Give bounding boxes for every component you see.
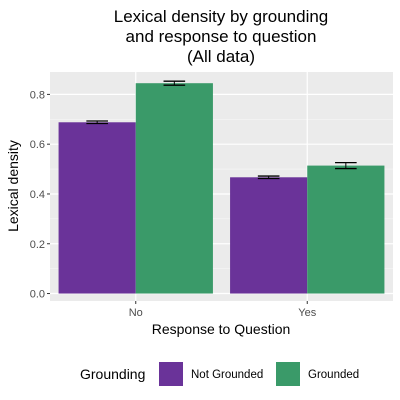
bar-grounded-no [135,83,213,294]
x-axis: No Yes [129,301,317,319]
chart-title-line-2: and response to question [126,27,317,46]
legend-label-grounded: Grounded [308,369,359,381]
legend: Grounding Not Grounded Grounded [80,362,359,386]
x-axis-title: Response to Question [152,321,291,337]
error-bar-not-grounded-no [86,120,108,125]
y-tick-label: 0.2 [30,239,45,251]
y-tick-label: 0.4 [30,189,45,201]
error-bar-not-grounded-yes [257,175,280,180]
chart-title-line-3: (All data) [187,47,255,66]
bar-grounded-yes [307,165,385,294]
x-tick-label: No [129,307,143,319]
legend-title: Grounding [80,366,145,382]
error-bar-grounded-yes [335,161,357,170]
bars-group [58,83,385,294]
legend-label-not-grounded: Not Grounded [191,369,263,381]
error-bar-grounded-no [163,80,186,86]
legend-key-not-grounded [159,362,183,386]
x-tick-label: Yes [298,307,316,319]
bar-not-grounded-no [58,122,136,294]
bar-not-grounded-yes [230,177,308,294]
legend-key-grounded [276,362,300,386]
y-axis-title: Lexical density [5,140,21,232]
y-axis: 0.0 0.2 0.4 0.6 0.8 [30,89,50,301]
y-tick-label: 0.8 [30,89,45,101]
error-bars-group [86,80,357,180]
y-tick-label: 0.6 [30,139,45,151]
chart-title-line-1: Lexical density by grounding [114,7,329,26]
y-tick-label: 0.0 [30,289,45,301]
